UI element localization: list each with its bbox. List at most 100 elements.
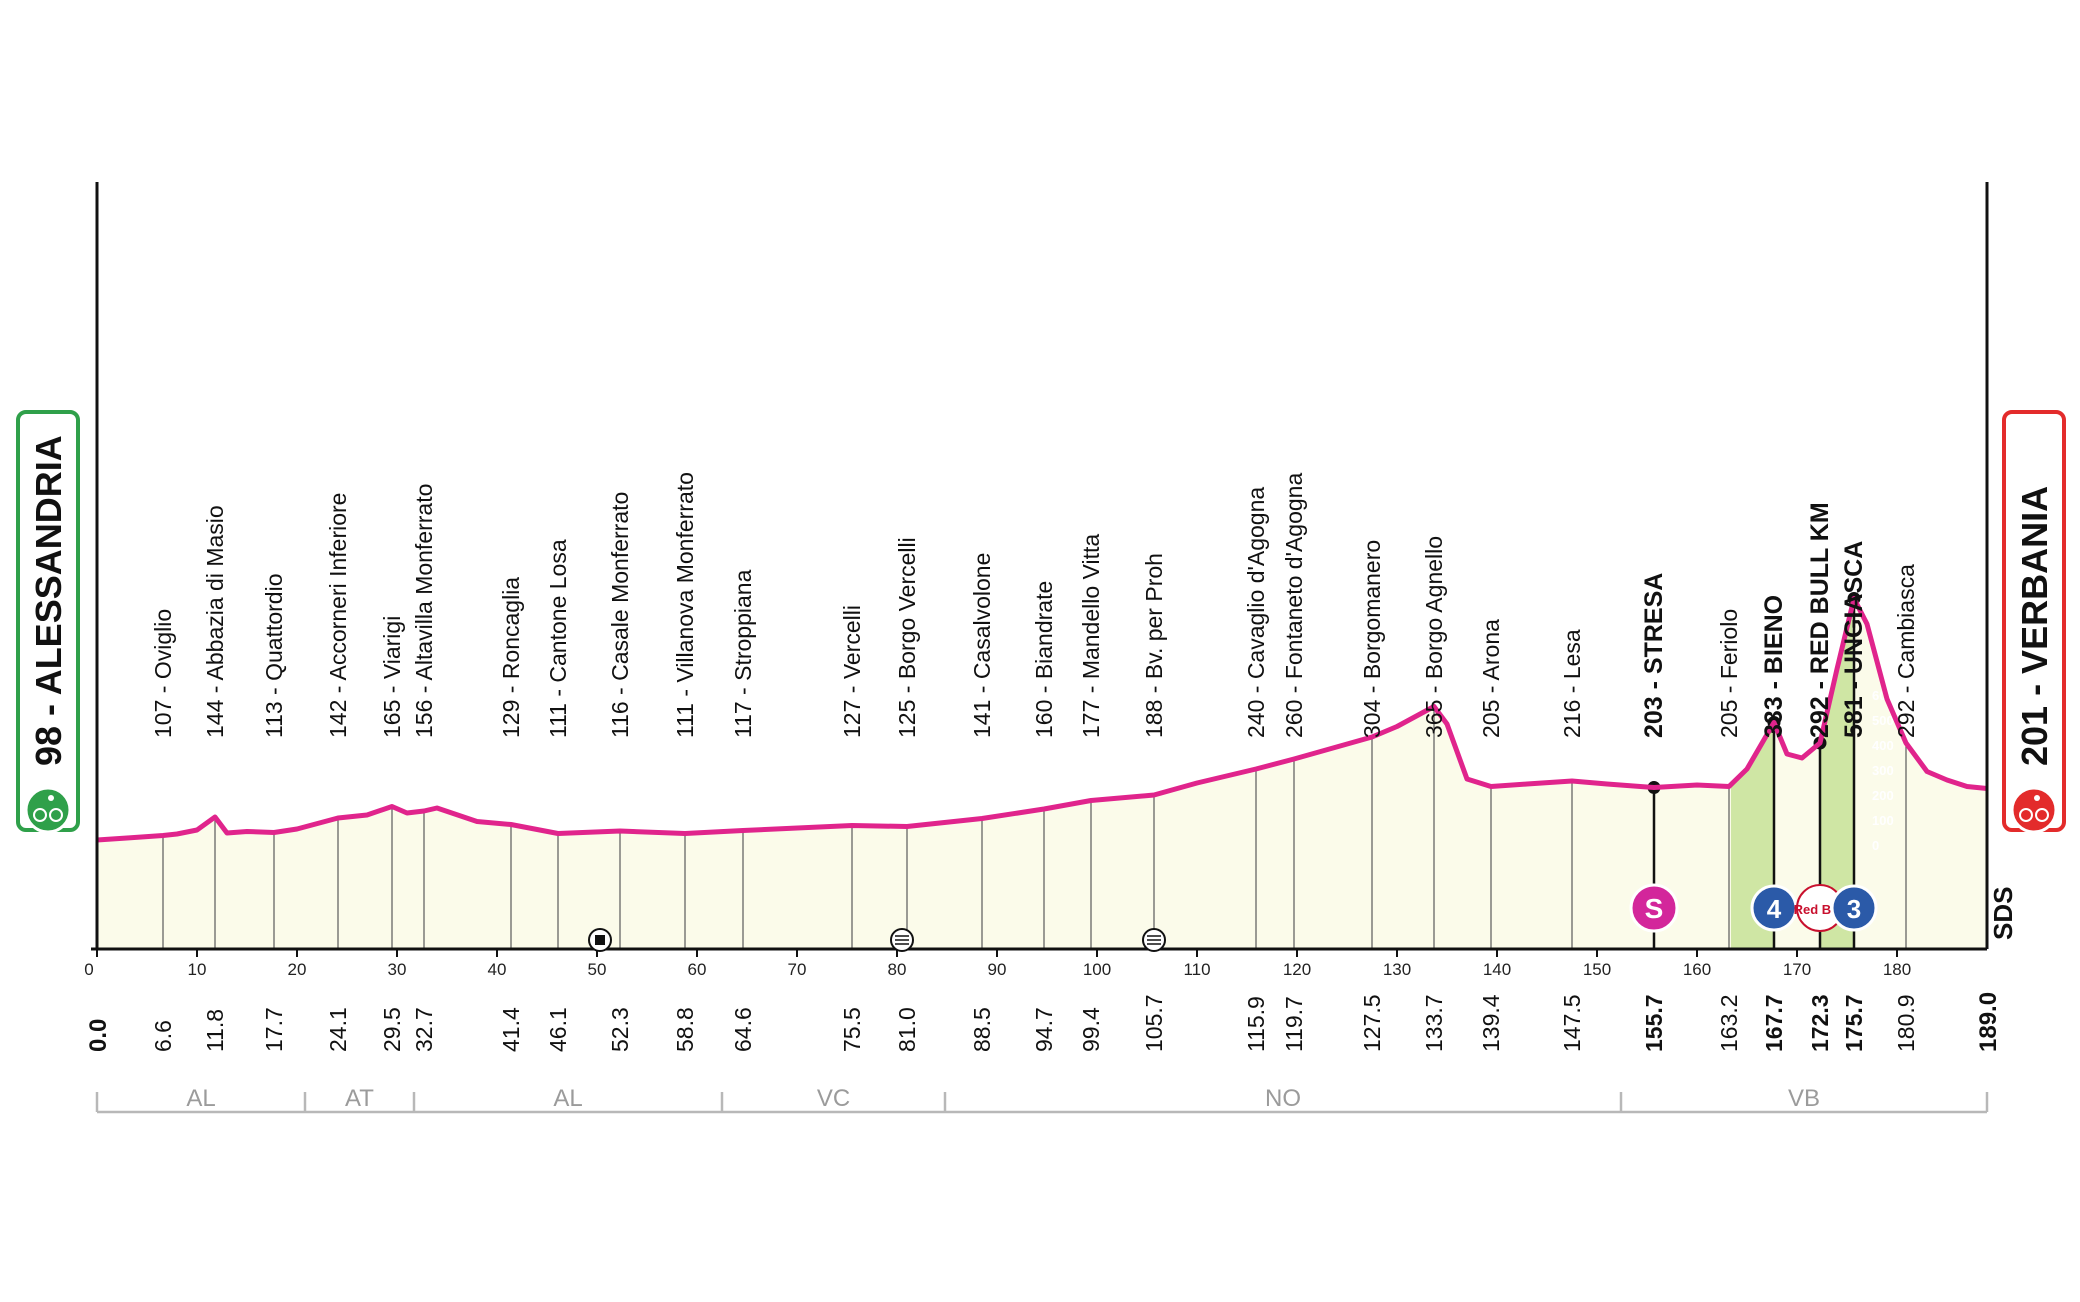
waypoint-label: 111 - Villanova Monferrato xyxy=(672,472,698,738)
waypoint-km-label: 180.9 xyxy=(1893,994,1919,1052)
axis-tick-label: 0 xyxy=(84,960,93,979)
finish-badge-label: 201 - VERBANIA xyxy=(2014,486,2055,766)
waypoint-km-label: 167.7 xyxy=(1761,994,1787,1052)
waypoint-label: 333 - BIENO xyxy=(1760,595,1788,738)
axis-tick-label: 170 xyxy=(1783,960,1811,979)
axis-tick-label: 50 xyxy=(588,960,607,979)
waypoint-label: 129 - Roncaglia xyxy=(498,577,524,738)
waypoint-label: 365 - Borgo Agnello xyxy=(1421,536,1447,738)
waypoint-label: 156 - Altavilla Monferrato xyxy=(411,484,437,738)
waypoint-label: 216 - Lesa xyxy=(1559,629,1585,738)
waypoint-label: 144 - Abbazia di Masio xyxy=(202,505,228,738)
axis-tick-label: 120 xyxy=(1283,960,1311,979)
waypoint-km-label: 127.5 xyxy=(1359,994,1385,1052)
climb-ungiasca-fill xyxy=(1820,604,1854,949)
climb-scale-tick: 200 xyxy=(1872,788,1894,803)
axis-tick-label: 30 xyxy=(388,960,407,979)
waypoint-km-label: 11.8 xyxy=(202,1009,228,1052)
axis-tick-label: 130 xyxy=(1383,960,1411,979)
waypoint-label: 111 - Cantone Losa xyxy=(545,539,571,738)
cyclist-icon-wheel xyxy=(2035,808,2049,822)
waypoint-label: 203 - STRESA xyxy=(1640,573,1668,738)
axis-tick-label: 160 xyxy=(1683,960,1711,979)
waypoint-label: 125 - Borgo Vercelli xyxy=(894,537,920,738)
region-label: AL xyxy=(186,1085,215,1112)
waypoint-label: 240 - Cavaglio d'Agogna xyxy=(1243,487,1269,738)
profile-line-path xyxy=(96,596,1988,843)
waypoint-label: 127 - Vercelli xyxy=(839,605,865,738)
axis-tick-label: 60 xyxy=(688,960,707,979)
crossing-icon-inner xyxy=(595,935,605,945)
waypoint-km-label: 24.1 xyxy=(325,1007,351,1052)
start-finish-badges: 98 - ALESSANDRIA 201 - VERBANIA xyxy=(16,410,2066,834)
waypoint-labels: 107 - Oviglio 144 - Abbazia di Masio 113 -… xyxy=(150,472,1919,738)
sds-logo: SDS xyxy=(1988,887,2018,940)
start-badge: 98 - ALESSANDRIA xyxy=(16,410,80,834)
profile-fill xyxy=(97,598,1987,949)
axis-tick-label: 140 xyxy=(1483,960,1511,979)
waypoint-label: 177 - Mandello Vitta xyxy=(1078,534,1104,738)
waypoint-km-label: 81.0 xyxy=(894,1007,920,1052)
waypoint-label: 581 - UNGIASCA xyxy=(1840,541,1868,738)
finish-km-label: 189.0 xyxy=(1975,992,2002,1052)
waypoint-km-label: 64.6 xyxy=(730,1007,756,1052)
sprint-badge-label: S xyxy=(1645,893,1664,924)
axis-tick-label: 20 xyxy=(288,960,307,979)
axis-tick-label: 90 xyxy=(988,960,1007,979)
cyclist-icon-head xyxy=(2034,795,2040,801)
climb-scale-tick: 300 xyxy=(1872,763,1894,778)
kom-badge xyxy=(1830,884,1878,932)
waypoint-km-label: 88.5 xyxy=(969,1007,995,1052)
region-label: AT xyxy=(345,1085,374,1112)
waypoint-km-label: 163.2 xyxy=(1716,994,1742,1052)
waypoint-label: 160 - Biandrate xyxy=(1031,581,1057,738)
waypoint-km-label: 115.9 xyxy=(1243,996,1269,1052)
waypoint-label: 188 - Bv. per Proh xyxy=(1141,553,1167,738)
profile-line xyxy=(96,596,1988,843)
waypoint-label: 113 - Quattordio xyxy=(261,573,287,738)
climb-scale-tick: 0 xyxy=(1872,838,1879,853)
axis-tick-label: 150 xyxy=(1583,960,1611,979)
axis-tick-label: 80 xyxy=(888,960,907,979)
axis-tick-label: 40 xyxy=(488,960,507,979)
climb-scale-tick: 100 xyxy=(1872,813,1894,828)
province-bands: AL AT AL VC NO VB xyxy=(95,1085,1989,1114)
waypoint-label: 142 - Accorneri Inferiore xyxy=(325,493,351,738)
region-label: VC xyxy=(817,1085,850,1112)
waypoint-label: 107 - Oviglio xyxy=(150,609,176,738)
axis-tick-label: 10 xyxy=(188,960,207,979)
waypoint-label: 205 - Arona xyxy=(1478,619,1504,738)
x-axis: 0 10 20 30 40 50 60 70 80 90 100 110 120 130 140 150 160… xyxy=(84,182,1989,979)
waypoint-km-label: 46.1 xyxy=(545,1007,571,1052)
finish-badge: 201 - VERBANIA xyxy=(2002,410,2066,834)
start-km-label: 0.0 xyxy=(85,1019,112,1052)
cyclist-icon xyxy=(2010,786,2058,834)
waypoint-km-label: 147.5 xyxy=(1559,994,1585,1052)
cyclist-icon xyxy=(24,786,72,834)
route-markers: S 4 Red Bull 3 SDS xyxy=(588,883,2018,952)
waypoint-km-label: 175.7 xyxy=(1841,994,1867,1052)
cyclist-icon-wheel xyxy=(2019,808,2033,822)
waypoint-km-label: 99.4 xyxy=(1078,1007,1104,1052)
waypoint-km-label: 32.7 xyxy=(411,1007,437,1052)
waypoint-km-label: 172.3 xyxy=(1807,994,1833,1052)
waypoint-km-label: 52.3 xyxy=(607,1007,633,1052)
waypoint-km-label: 17.7 xyxy=(261,1007,287,1052)
waypoint-km-label: 41.4 xyxy=(498,1007,524,1052)
waypoint-label: 116 - Casale Monferrato xyxy=(607,492,633,738)
waypoint-label: 292 - RED BULL KM xyxy=(1806,502,1834,738)
waypoint-label: 117 - Stroppiana xyxy=(730,569,756,738)
waypoint-km-label: 94.7 xyxy=(1031,1007,1057,1052)
profile-area xyxy=(97,598,1987,949)
waypoint-label: 304 - Borgomanero xyxy=(1359,540,1385,738)
region-label: NO xyxy=(1265,1085,1301,1112)
waypoint-label: 141 - Casalvolone xyxy=(969,553,995,738)
cyclist-icon-wheel xyxy=(49,808,63,822)
kom-badge-label: 4 xyxy=(1767,894,1782,924)
waypoint-km-label: 58.8 xyxy=(672,1007,698,1052)
region-label: AL xyxy=(553,1085,582,1112)
axis-tick-label: 110 xyxy=(1183,960,1210,979)
waypoint-label: 165 - Viarigi xyxy=(379,616,405,738)
kom-badge-label: 3 xyxy=(1847,894,1861,924)
